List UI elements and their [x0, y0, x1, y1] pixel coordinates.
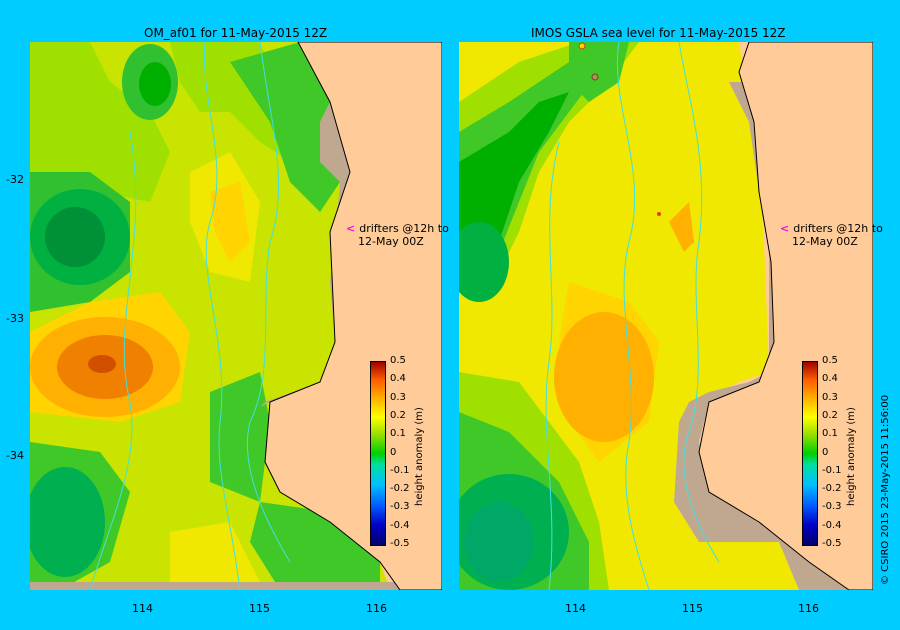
colorbar-tick-label: 0.2	[390, 409, 406, 421]
colorbar-tick-label: 0.1	[390, 428, 406, 440]
colorbar-tick-label: -0.5	[822, 538, 842, 549]
colorbar-tick-label: 0.4	[822, 373, 838, 385]
right-map-field	[459, 42, 873, 590]
x-tick-label: 115	[249, 602, 270, 615]
right-panel-title: IMOS GSLA sea level for 11-May-2015 12Z	[531, 26, 786, 40]
colorbar-tick-label: -0.5	[390, 538, 410, 549]
left-drifters-annotation: < drifters @12h to 12-May 00Z	[346, 222, 449, 248]
colorbar-tick-label: 0.4	[390, 373, 406, 385]
colorbar-tick-label: 0.3	[822, 391, 838, 403]
right-colorbar	[802, 361, 818, 546]
colorbar-tick-label: 0.3	[390, 391, 406, 403]
colorbar-tick-label: 0	[822, 446, 829, 458]
right-drifters-annotation: < drifters @12h to 12-May 00Z	[780, 222, 883, 248]
left-map[interactable]	[30, 42, 442, 590]
x-tick-label: 115	[682, 602, 703, 615]
colorbar-tick-label: -0.2	[390, 483, 410, 495]
colorbar-tick-label: -0.1	[822, 464, 842, 476]
colorbar-tick-label: 0	[390, 446, 397, 458]
colorbar-tick-label: -0.3	[390, 501, 410, 513]
left-map-field	[30, 42, 442, 590]
colorbar-tick-label: -0.3	[822, 501, 842, 513]
right-colorbar-label: height anomaly (m)	[846, 407, 857, 506]
left-colorbar	[370, 361, 386, 546]
right-map[interactable]	[459, 42, 873, 590]
y-tick-label: -32	[6, 173, 24, 186]
left-colorbar-label: height anomaly (m)	[414, 407, 425, 506]
colorbar-tick-label: -0.4	[822, 519, 842, 531]
colorbar-tick-label: -0.1	[390, 464, 410, 476]
colorbar-tick-label: 0.1	[822, 428, 838, 440]
colorbar-tick-label: -0.2	[822, 483, 842, 495]
x-tick-label: 114	[132, 602, 153, 615]
x-tick-label: 114	[565, 602, 586, 615]
copyright-timestamp: © CSIRO 2015 23-May-2015 11:56:00	[880, 394, 891, 585]
drifter-arrow-icon: <	[346, 222, 356, 235]
y-tick-label: -33	[6, 312, 24, 325]
colorbar-tick-label: -0.4	[390, 519, 410, 531]
drifter-arrow-icon: <	[780, 222, 790, 235]
x-tick-label: 116	[366, 602, 387, 615]
colorbar-tick-label: 0.5	[390, 355, 406, 366]
colorbar-tick-label: 0.2	[822, 409, 838, 421]
y-tick-label: -34	[6, 449, 24, 462]
x-tick-label: 116	[798, 602, 819, 615]
left-panel-title: OM_af01 for 11-May-2015 12Z	[144, 26, 328, 40]
colorbar-tick-label: 0.5	[822, 355, 838, 366]
